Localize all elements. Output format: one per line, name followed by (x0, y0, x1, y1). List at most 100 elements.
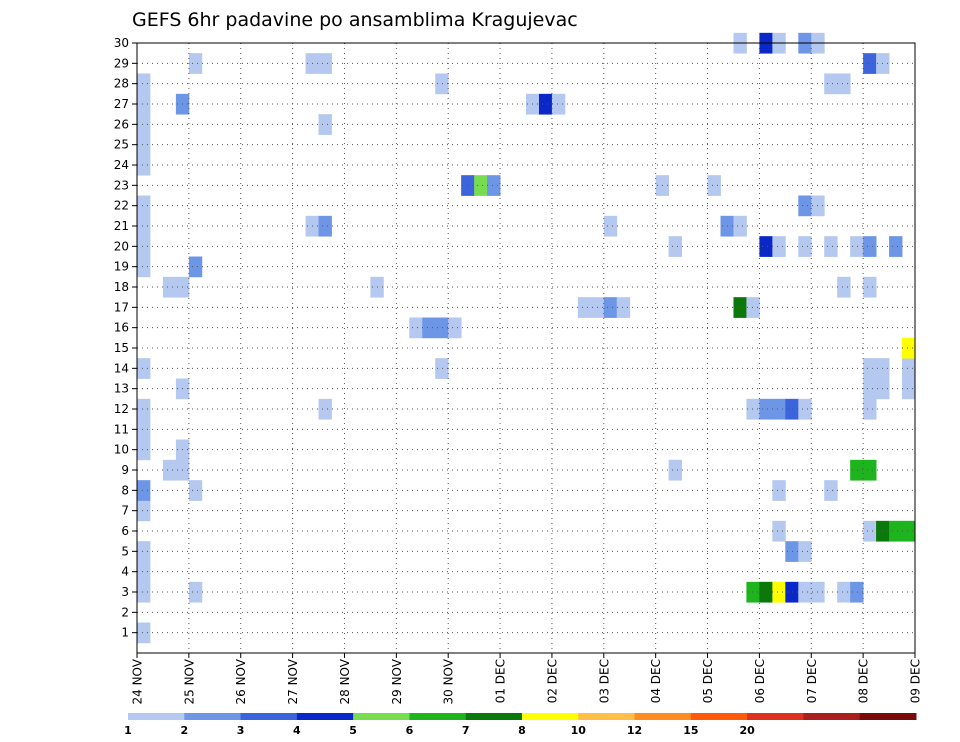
cells-layer (137, 32, 916, 644)
heatmap-cell (538, 93, 553, 115)
y-tick-label: 8 (121, 483, 129, 497)
colorbar-segment (578, 713, 636, 720)
y-tick-label: 23 (114, 178, 129, 192)
x-tick-label: 06 DEC (753, 659, 767, 703)
heatmap-cell (889, 236, 903, 257)
heatmap-cell (137, 622, 151, 644)
heatmap-cell (824, 480, 838, 501)
colorbar-label: 3 (237, 724, 245, 737)
y-tick-label: 9 (121, 463, 129, 477)
y-tick-label: 4 (121, 565, 129, 579)
heatmap-cell (435, 358, 449, 379)
x-tick-label: 08 DEC (857, 659, 871, 703)
heatmap-cell (188, 480, 203, 501)
heatmap-cell (137, 154, 151, 176)
heatmap-cell (902, 378, 916, 400)
heatmap-cell (188, 581, 203, 603)
heatmap-cell (837, 581, 851, 603)
x-tick-label: 24 NOV (131, 658, 145, 704)
chart-title: GEFS 6hr padavine po ansamblima Kragujev… (132, 9, 578, 31)
colorbar-segment (296, 713, 354, 720)
heatmap-cell (863, 276, 877, 298)
y-tick-label: 14 (114, 361, 129, 375)
colorbar-label: 2 (180, 724, 188, 737)
y-axis: 1234567891011121314151617181920212223242… (114, 36, 137, 640)
heatmap-cell (759, 581, 773, 603)
heatmap-cell (318, 215, 332, 237)
heatmap-cell (188, 53, 203, 74)
heatmap-cell (746, 398, 760, 420)
y-tick-label: 19 (114, 260, 129, 274)
heatmap-cell (889, 520, 903, 542)
heatmap-cell (137, 195, 151, 217)
colorbar-segment (859, 713, 917, 720)
heatmap-cell (551, 93, 566, 115)
heatmap-cell (318, 53, 332, 74)
heatmap-cell (746, 581, 760, 603)
heatmap-cell (668, 236, 682, 257)
heatmap-cell (798, 541, 812, 562)
heatmap-cell (137, 398, 151, 420)
heatmap-cell (850, 581, 864, 603)
heatmap-cell (759, 236, 773, 257)
x-tick-label: 09 DEC (909, 659, 923, 703)
heatmap-cell (902, 358, 916, 379)
y-tick-label: 7 (121, 504, 129, 518)
y-tick-label: 16 (114, 321, 129, 335)
colorbar-segment (240, 713, 298, 720)
x-tick-label: 25 NOV (182, 658, 196, 704)
heatmap-cell (798, 195, 812, 217)
heatmap-cell (863, 236, 877, 257)
y-tick-label: 18 (114, 280, 129, 294)
heatmap-cell (863, 398, 877, 420)
heatmap-cell (603, 297, 618, 318)
colorbar-segment (465, 713, 523, 720)
colorbar-segment (409, 713, 467, 720)
x-tick-label: 29 NOV (390, 658, 404, 704)
heatmap-cell (733, 297, 747, 318)
colorbar-segment (353, 713, 410, 720)
y-tick-label: 6 (121, 524, 129, 538)
heatmap-cell (772, 236, 786, 257)
colorbar-label: 7 (462, 724, 470, 737)
x-tick-label: 28 NOV (338, 658, 352, 704)
heatmap-cell (863, 378, 877, 400)
y-tick-label: 25 (114, 138, 129, 152)
colorbar-label: 5 (349, 724, 357, 737)
heatmap-cell (902, 337, 916, 359)
heatmap-cell (137, 581, 151, 603)
heatmap-cell (603, 215, 618, 237)
y-tick-label: 12 (114, 402, 129, 416)
colorbar-segment (184, 713, 242, 720)
heatmap-cell (409, 317, 423, 339)
heatmap-cell (824, 236, 838, 257)
y-tick-label: 21 (114, 219, 129, 233)
heatmap-cell (318, 398, 332, 420)
heatmap-cell (863, 358, 877, 379)
heatmap-cell (487, 175, 501, 196)
x-tick-label: 05 DEC (701, 659, 715, 703)
x-tick-label: 30 NOV (442, 658, 456, 704)
heatmap-cell (746, 297, 760, 318)
heatmap-cell (137, 439, 151, 461)
heatmap-cell (733, 215, 747, 237)
heatmap-cell (162, 276, 177, 298)
y-tick-label: 28 (114, 77, 129, 91)
heatmap-cell (772, 520, 786, 542)
colorbar-label: 20 (739, 724, 755, 737)
heatmap-cell (707, 175, 721, 196)
y-tick-label: 11 (114, 422, 129, 436)
colorbar-segment (634, 713, 692, 720)
heatmap-cell (824, 73, 838, 95)
heatmap-cell (850, 459, 864, 481)
heatmap-cell (422, 317, 436, 339)
heatmap-cell (798, 398, 812, 420)
heatmap-cell (137, 358, 151, 379)
y-tick-label: 30 (114, 36, 129, 50)
x-axis: 24 NOV 25 NOV 26 NOV 27 NOV 28 NOV 29 NOV 30 N… (131, 653, 923, 705)
heatmap-cell (863, 459, 877, 481)
y-tick-label: 27 (114, 97, 129, 111)
colorbar-label: 6 (406, 724, 414, 737)
